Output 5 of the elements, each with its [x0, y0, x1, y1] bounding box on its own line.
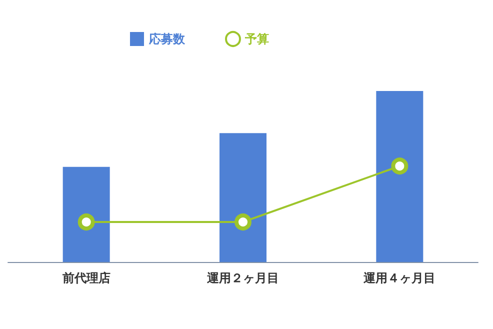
x-tick-label: 前代理店: [61, 271, 110, 285]
legend-label: 予算: [244, 32, 269, 46]
x-tick-label: 運用２ヶ月目: [206, 271, 279, 285]
x-tick-label: 運用４ヶ月目: [362, 271, 436, 285]
legend-label: 応募数: [148, 32, 186, 46]
